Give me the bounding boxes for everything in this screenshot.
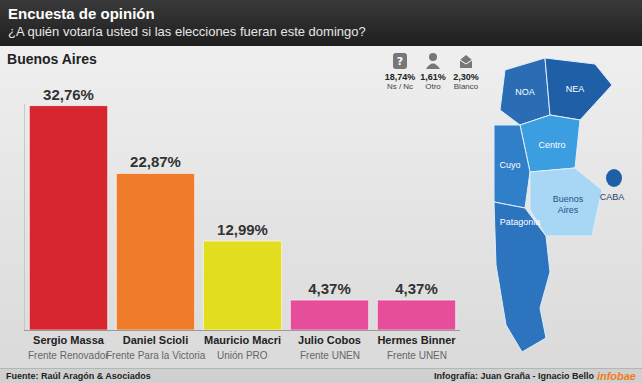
svg-text:Sergio Massa: Sergio Massa <box>33 334 105 346</box>
svg-text:Mauricio Macri: Mauricio Macri <box>204 334 281 346</box>
html-text:Blanco: Blanco <box>453 82 479 91</box>
svg-text:Buenos Aires: Buenos Aires <box>7 51 97 67</box>
svg-text:Daniel Scioli: Daniel Scioli <box>123 334 188 346</box>
svg-text:Frente Para la Victoria: Frente Para la Victoria <box>106 350 206 361</box>
svg-text:4,37%: 4,37% <box>395 280 438 297</box>
svg-text:12,99%: 12,99% <box>217 221 268 238</box>
svg-text:32,76%: 32,76% <box>43 86 94 103</box>
svg-text:CABA: CABA <box>600 192 625 202</box>
svg-text:4,37%: 4,37% <box>308 280 351 297</box>
svg-text:?: ? <box>397 55 403 68</box>
svg-text:Patagonia: Patagonia <box>500 217 541 227</box>
html-text:Encuesta de opinión: Encuesta de opinión <box>8 5 155 22</box>
svg-text:BuenosAires: BuenosAires <box>553 194 584 215</box>
svg-text:Hermes Binner: Hermes Binner <box>377 334 456 346</box>
html-text:2,30%: 2,30% <box>453 72 479 82</box>
html-text:Ns / Nc: Ns / Nc <box>386 82 414 91</box>
svg-text:Frente Renovador: Frente Renovador <box>28 350 109 361</box>
html-text:18,74%: 18,74% <box>384 72 416 82</box>
svg-text:Frente UNEN: Frente UNEN <box>300 350 360 361</box>
html-text:Otro: Otro <box>425 82 441 91</box>
html-text:¿A quién votaría usted si las: ¿A quién votaría usted si las elecciones… <box>8 24 366 39</box>
svg-text:Julio Cobos: Julio Cobos <box>298 334 361 346</box>
svg-text:Cuyo: Cuyo <box>499 160 520 170</box>
svg-text:NOA: NOA <box>515 87 535 97</box>
svg-text:Centro: Centro <box>538 140 565 150</box>
svg-text:Unión PRO: Unión PRO <box>217 350 268 361</box>
svg-text:22,87%: 22,87% <box>130 153 181 170</box>
html-text:1,61%: 1,61% <box>420 72 446 82</box>
svg-text:Frente UNEN: Frente UNEN <box>387 350 447 361</box>
svg-text:NEA: NEA <box>566 84 585 94</box>
html-text:Fuente: Raúl Aragón & Asociado: Fuente: Raúl Aragón & Asociados <box>6 371 151 381</box>
html-text:Infografía: Juan Graña - Ignac: Infografía: Juan Graña - Ignacio Bello i… <box>434 370 636 382</box>
